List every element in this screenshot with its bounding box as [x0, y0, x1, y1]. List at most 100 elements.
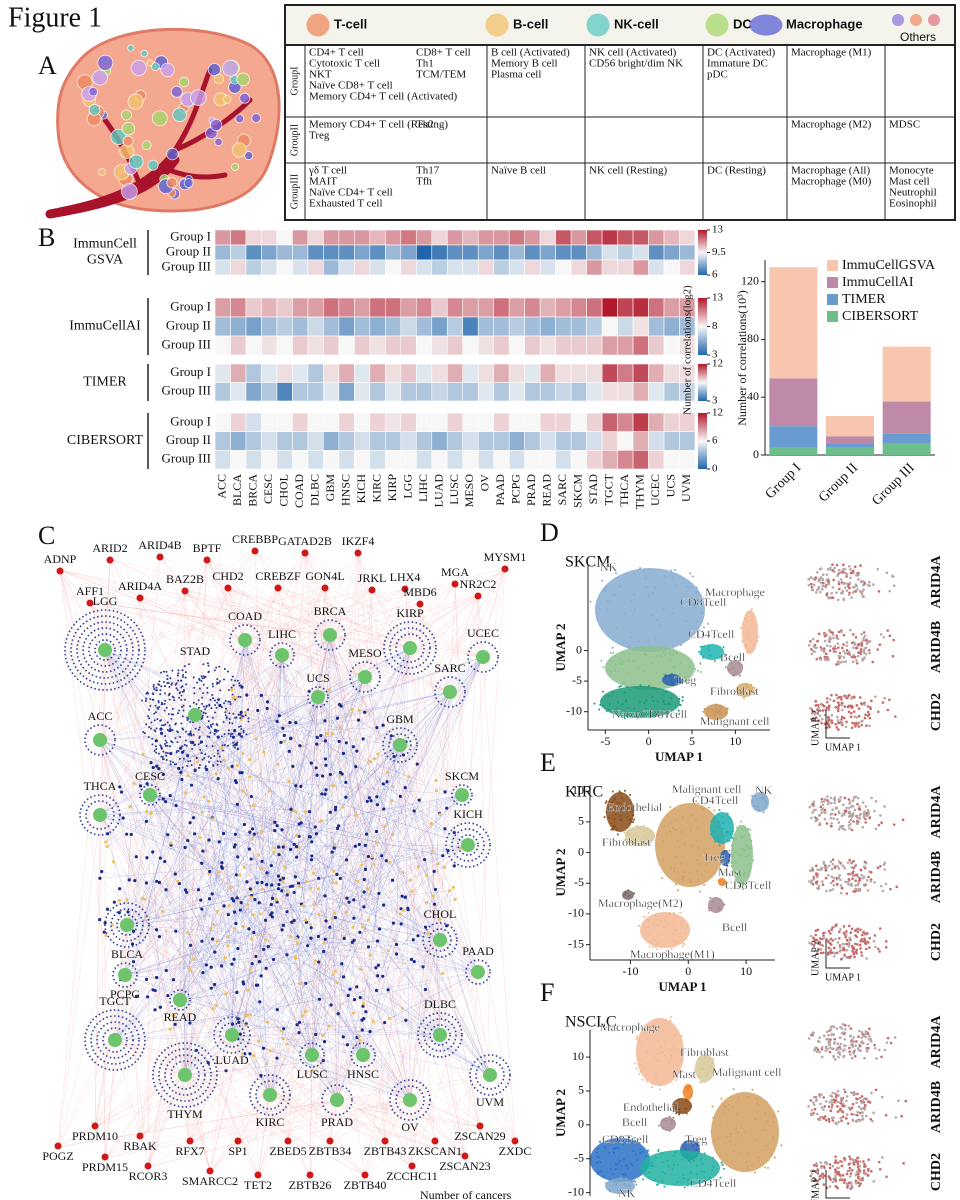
gene-edge — [304, 551, 484, 658]
cluster-dot — [140, 699, 143, 702]
gene-edge — [311, 594, 479, 1056]
cell-dot — [676, 1181, 679, 1184]
gene-dot — [335, 872, 339, 877]
cluster-dot — [157, 683, 160, 686]
feature-dot — [810, 879, 814, 882]
cell-dot — [718, 844, 721, 847]
cluster-dot — [221, 744, 224, 747]
cluster-dot — [216, 752, 219, 755]
cluster-dot — [230, 678, 233, 681]
cancer-edge — [239, 634, 331, 735]
cell-dot — [618, 658, 621, 661]
cluster-dot — [182, 704, 185, 707]
feature-dot — [826, 720, 829, 724]
feature-dot — [861, 940, 865, 943]
gene-label: POGZ — [42, 1149, 73, 1163]
cell-dot — [658, 1124, 661, 1127]
tumor-cell — [130, 59, 147, 76]
cell-dot — [621, 660, 624, 663]
feature-dot — [853, 808, 857, 812]
feature-dot — [860, 933, 864, 937]
gene-dot — [350, 940, 354, 944]
cell-dot — [740, 663, 743, 666]
heat-cell — [261, 244, 278, 261]
feature-dot — [823, 817, 827, 821]
feature-dot — [832, 650, 836, 653]
cancer-edge — [184, 1060, 324, 1076]
cell-dot — [697, 862, 700, 865]
feature-dot — [892, 584, 896, 587]
cell-dot — [649, 682, 652, 685]
gene-edge — [364, 676, 466, 1158]
cancer-label: STAD — [586, 474, 600, 505]
gene-edge — [99, 586, 229, 816]
tumor-cell — [214, 137, 223, 147]
cell-dot — [623, 1173, 626, 1176]
cell-dot — [702, 626, 705, 629]
gene-dot — [415, 762, 419, 766]
cancer-edge — [149, 794, 443, 856]
cell-dot — [633, 841, 636, 844]
cell-dot — [707, 622, 710, 625]
feature-dot — [839, 661, 842, 664]
cell-dot — [702, 710, 705, 713]
cluster-dot — [166, 674, 169, 677]
cancer-edge — [396, 744, 401, 954]
gene-dot — [250, 837, 255, 841]
feature-dot — [812, 583, 816, 587]
gene-edge — [324, 586, 338, 1101]
cluster-dot — [153, 749, 156, 752]
gene-edge — [411, 971, 479, 1168]
gene-edge — [94, 1054, 313, 1128]
cell-dot — [764, 799, 767, 802]
gene-dot — [126, 910, 130, 914]
cluster-dot — [233, 743, 236, 746]
heat-cell — [663, 431, 680, 451]
feature-dot — [854, 884, 857, 887]
cell-dot — [613, 826, 616, 829]
feature-dot — [886, 1036, 890, 1040]
cluster-label: Endothelial — [623, 1100, 679, 1114]
cancer-edge — [112, 924, 411, 1101]
gene-dot — [281, 876, 286, 880]
cluster-dot — [230, 686, 233, 689]
gene-edge — [184, 1074, 466, 1158]
gene-edge — [179, 586, 279, 1001]
cancer-label: GBM — [323, 474, 337, 502]
heat-cell — [369, 382, 386, 402]
gene-dot — [201, 849, 205, 853]
cancer-edge — [251, 889, 411, 1101]
feature-dot — [814, 819, 818, 823]
gene-edge — [179, 999, 331, 1143]
heat-cell — [431, 450, 448, 470]
method-label: CIBERSORT — [67, 433, 144, 448]
cell-dot — [661, 1180, 664, 1183]
cell-dot — [600, 659, 603, 662]
cell-dot — [654, 918, 657, 921]
gene-edge — [304, 551, 338, 1101]
heat-cell — [601, 297, 618, 318]
heat-cell — [648, 431, 665, 451]
heat-cell — [524, 363, 541, 383]
cancer-edge — [99, 753, 344, 816]
gene-edge — [104, 1074, 186, 1159]
heat-cell — [369, 412, 386, 432]
cancer-edge — [149, 794, 361, 1055]
gene-dot — [238, 1032, 242, 1036]
heat-cell — [261, 229, 278, 246]
bar-segment — [882, 433, 931, 444]
gene-dot — [209, 965, 213, 969]
gene-dot — [361, 1004, 365, 1008]
cell-icon — [485, 13, 509, 37]
cancer-edge — [283, 878, 338, 1101]
gene-dot — [335, 980, 339, 985]
feature-dot — [831, 563, 834, 566]
feature-dot — [838, 1036, 842, 1040]
heat-cell — [369, 363, 386, 383]
feature-dot — [819, 646, 823, 649]
cancer-edge — [124, 756, 395, 976]
cancer-node-label: UVM — [476, 1095, 504, 1109]
cell-dot — [608, 809, 611, 812]
gene-dot — [151, 850, 155, 854]
cluster-blob — [605, 1178, 635, 1194]
